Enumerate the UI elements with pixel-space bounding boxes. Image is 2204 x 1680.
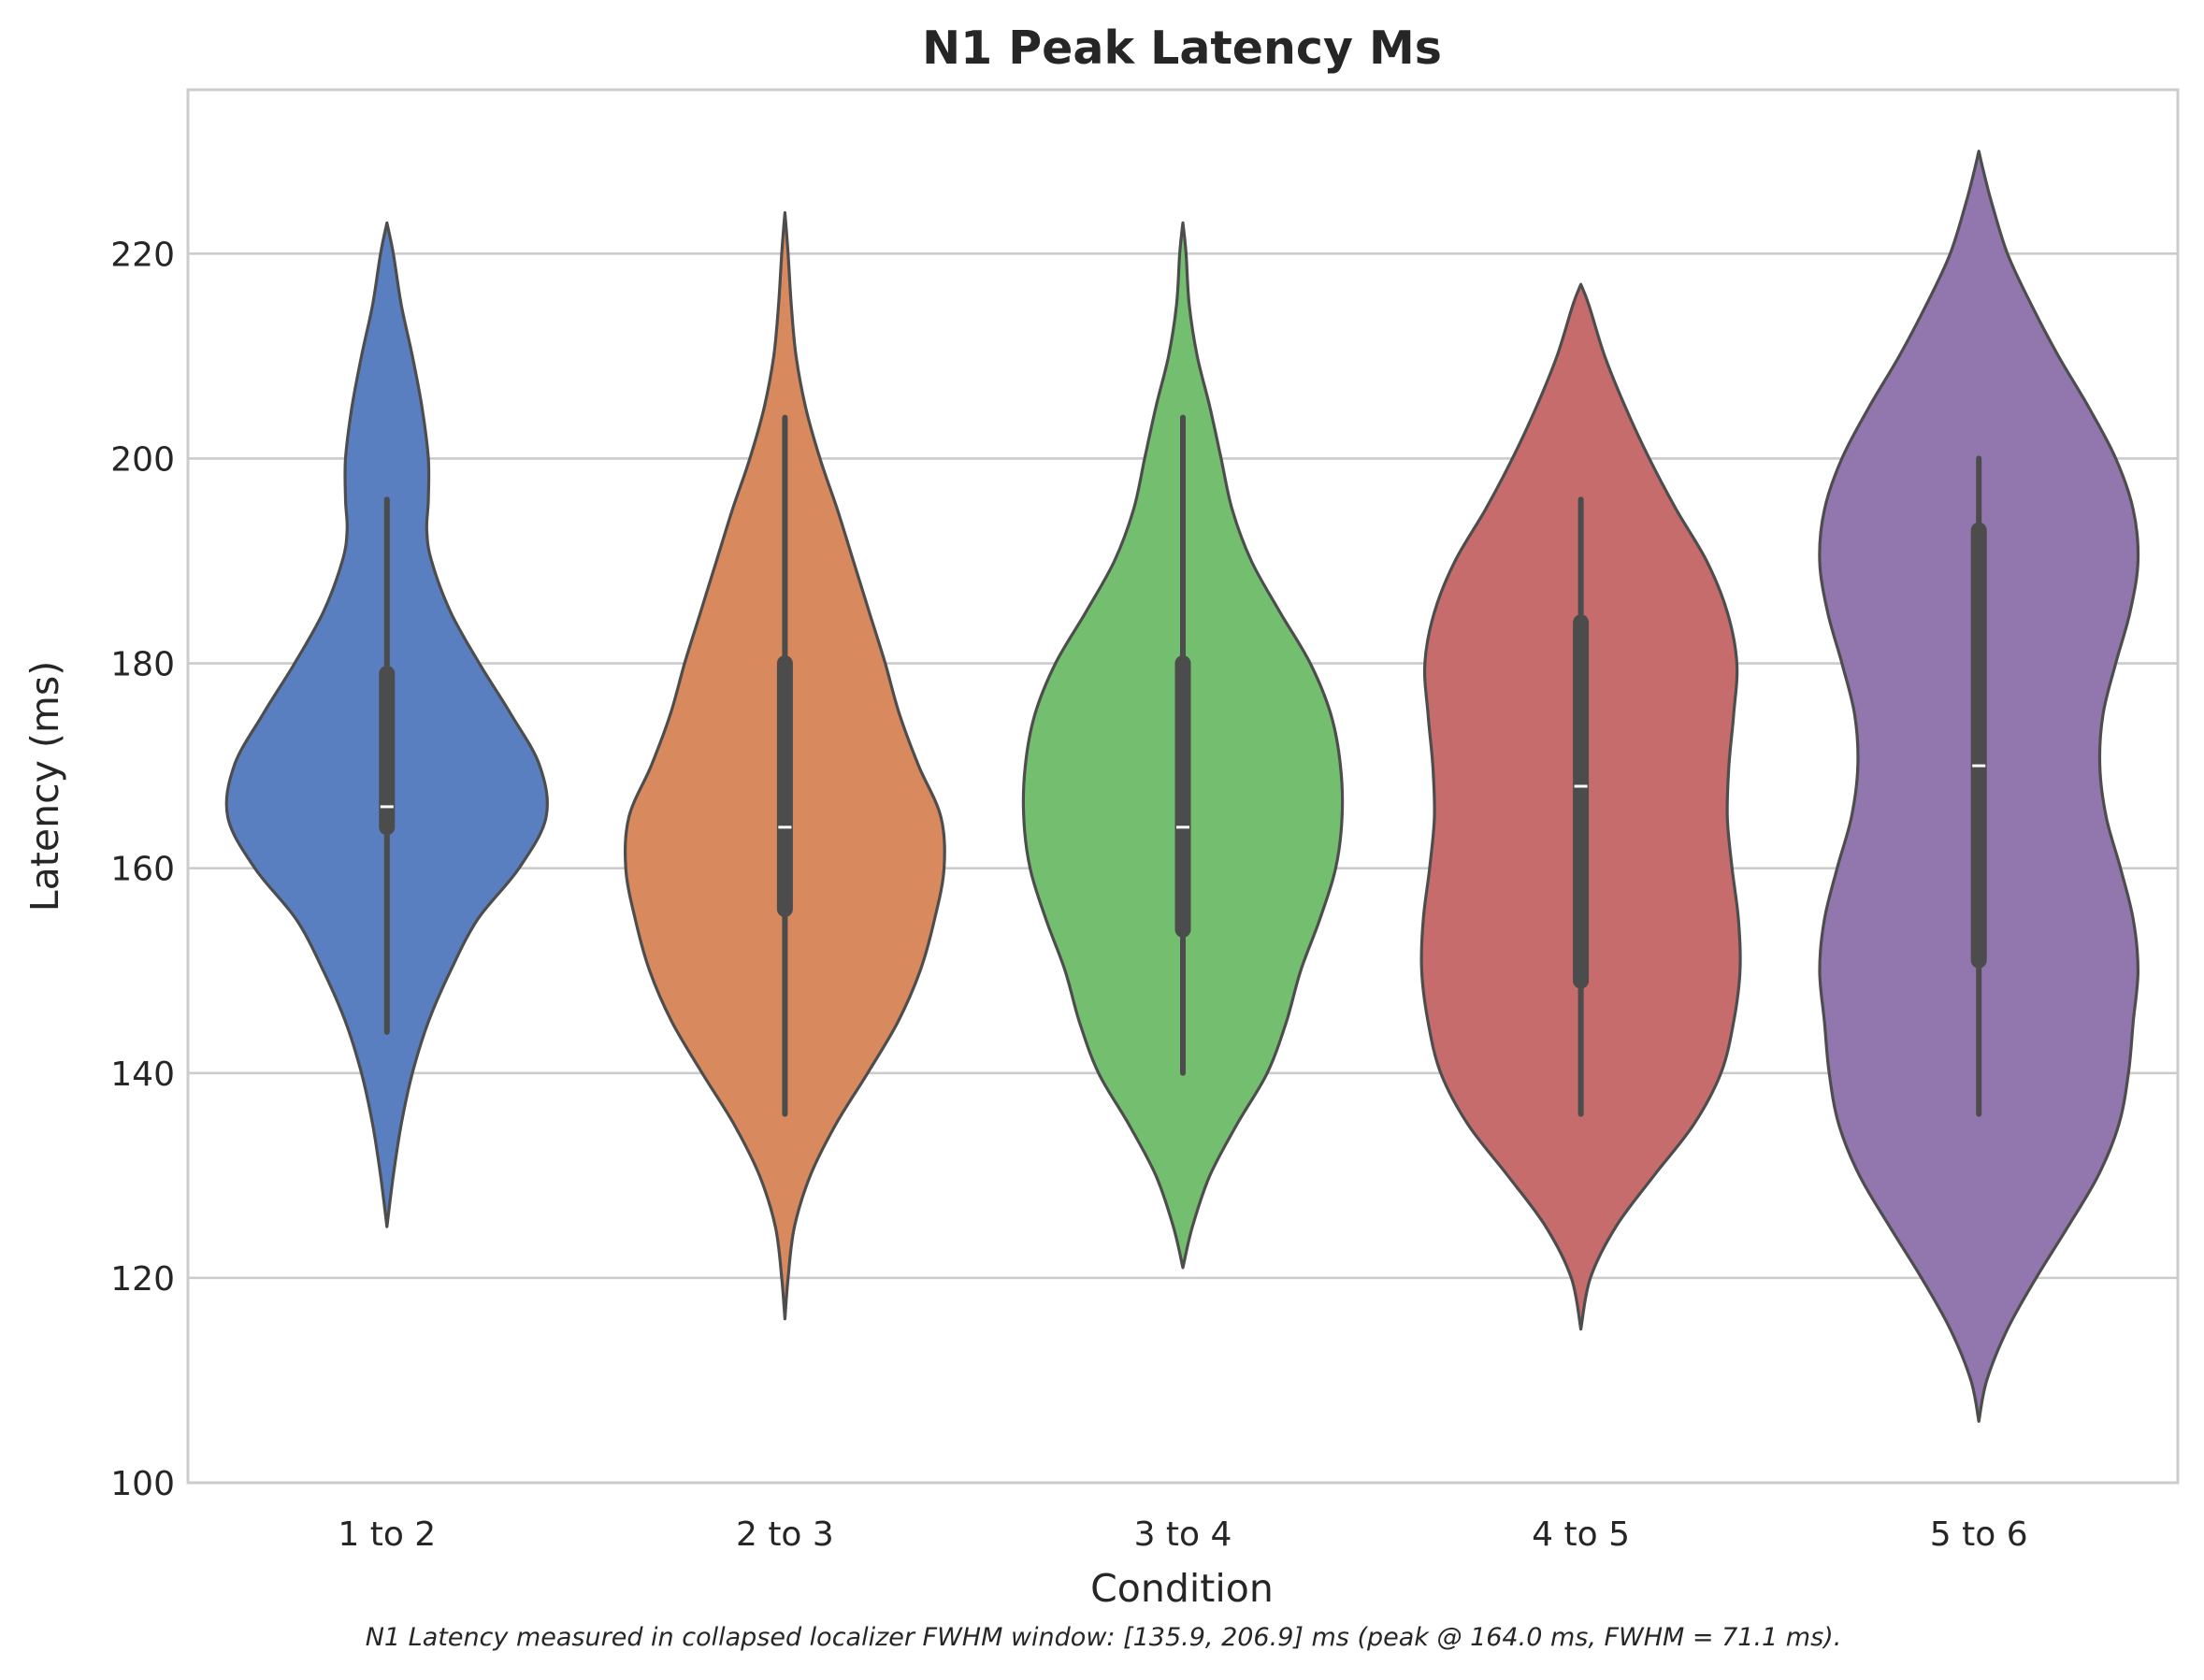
y-tick-label: 160 — [110, 851, 175, 889]
violin-5 — [1818, 150, 2140, 1423]
y-tick-label: 200 — [110, 440, 175, 479]
y-tick-label: 180 — [110, 646, 175, 684]
y-tick-labels: 100 120 140 160 180 200 220 — [110, 236, 175, 1503]
plot-frame — [186, 88, 2180, 1485]
x-axis-label: Condition — [1090, 1566, 1274, 1611]
y-tick-label: 100 — [110, 1465, 175, 1503]
y-axis-label: Latency (ms) — [22, 661, 67, 912]
violin-1 — [224, 221, 549, 1228]
violin-4 — [1419, 282, 1742, 1331]
x-tick-label: 5 to 6 — [1930, 1515, 2028, 1554]
violins — [224, 150, 2140, 1423]
violin-2 — [623, 210, 946, 1321]
y-tick-label: 220 — [110, 236, 175, 274]
chart-caption: N1 Latency measured in collapsed localiz… — [366, 1623, 1842, 1652]
x-tick-label: 4 to 5 — [1532, 1515, 1630, 1554]
x-tick-label: 1 to 2 — [338, 1515, 436, 1554]
x-tick-label: 3 to 4 — [1134, 1515, 1232, 1554]
x-tick-labels: 1 to 2 2 to 3 3 to 4 4 to 5 5 to 6 — [338, 1515, 2027, 1554]
y-tick-label: 120 — [110, 1260, 175, 1299]
violin-3 — [1021, 221, 1345, 1270]
y-tick-label: 140 — [110, 1055, 175, 1094]
x-tick-label: 2 to 3 — [736, 1515, 834, 1554]
chart-title: N1 Peak Latency Ms — [922, 22, 1442, 75]
